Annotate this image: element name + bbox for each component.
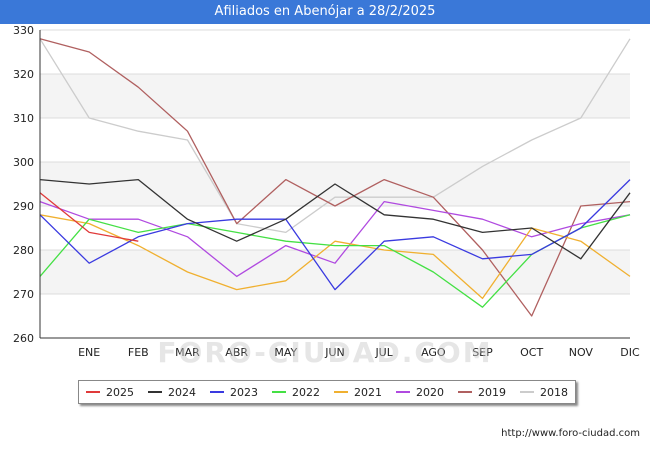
legend-label: 2025 [106, 385, 134, 399]
series-lines [39, 38, 631, 317]
plot-band [40, 118, 630, 162]
axes: 260 270 280 290 300 310 320 330 ENE FEB MAR ABR MAY J… [13, 24, 640, 359]
series-line-2025 [39, 192, 139, 242]
legend-label: 2019 [478, 385, 506, 399]
legend-label: 2018 [540, 385, 568, 399]
y-tick-label: 270 [13, 288, 34, 301]
legend-label: 2020 [416, 385, 444, 399]
legend-item-2020: 2020 [396, 386, 444, 399]
x-tick-label: ENE [78, 346, 100, 359]
x-tick-label: NOV [569, 346, 594, 359]
y-tick-label: 320 [13, 68, 34, 81]
x-tick-label: JUL [374, 346, 393, 359]
legend-item-2019: 2019 [458, 386, 506, 399]
plot-band [40, 294, 630, 338]
x-tick-label: JUN [324, 346, 345, 359]
y-tick-label: 290 [13, 200, 34, 213]
x-tick-label: OCT [520, 346, 543, 359]
x-tick-label: DIC [620, 346, 640, 359]
y-tick-label: 330 [13, 24, 34, 37]
legend-swatch [458, 391, 472, 393]
legend-swatch [334, 391, 348, 393]
legend-swatch [148, 391, 162, 393]
series-line-2018 [39, 38, 631, 234]
x-tick-label: MAY [274, 346, 297, 359]
legend-swatch [86, 391, 100, 393]
legend-swatch [396, 391, 410, 393]
legend: 2025 2024 2023 2022 2021 2020 2019 2018 [78, 380, 576, 404]
legend-swatch [520, 391, 534, 393]
series-line-2019 [39, 38, 631, 317]
plot-band [40, 30, 630, 74]
series-line-2023 [39, 179, 631, 291]
plot-area [40, 30, 630, 338]
legend-item-2021: 2021 [334, 386, 382, 399]
y-tick-label: 260 [13, 332, 34, 345]
x-tick-label: AGO [421, 346, 446, 359]
chart-title: Afiliados en Abenójar a 28/2/2025 [0, 0, 650, 24]
legend-label: 2021 [354, 385, 382, 399]
x-tick-label: FEB [128, 346, 149, 359]
y-tick-label: 280 [13, 244, 34, 257]
y-tick-label: 310 [13, 112, 34, 125]
legend-item-2018: 2018 [520, 386, 568, 399]
legend-swatch [272, 391, 286, 393]
plot-band [40, 250, 630, 294]
legend-item-2023: 2023 [210, 386, 258, 399]
legend-item-2024: 2024 [148, 386, 196, 399]
x-tick-label: ABR [225, 346, 248, 359]
legend-item-2022: 2022 [272, 386, 320, 399]
x-tick-label: SEP [472, 346, 493, 359]
source-url: http://www.foro-ciudad.com [501, 428, 640, 439]
plot-band [40, 206, 630, 250]
series-line-2020 [39, 200, 631, 278]
legend-label: 2022 [292, 385, 320, 399]
line-chart: 260 270 280 290 300 310 320 330 ENE FEB MAR ABR MAY J… [13, 24, 640, 359]
x-tick-label: MAR [175, 346, 200, 359]
plot-band [40, 74, 630, 118]
legend-item-2025: 2025 [86, 386, 134, 399]
legend-label: 2023 [230, 385, 258, 399]
legend-label: 2024 [168, 385, 196, 399]
series-line-2024 [39, 178, 631, 260]
y-tick-label: 300 [13, 156, 34, 169]
legend-swatch [210, 391, 224, 393]
